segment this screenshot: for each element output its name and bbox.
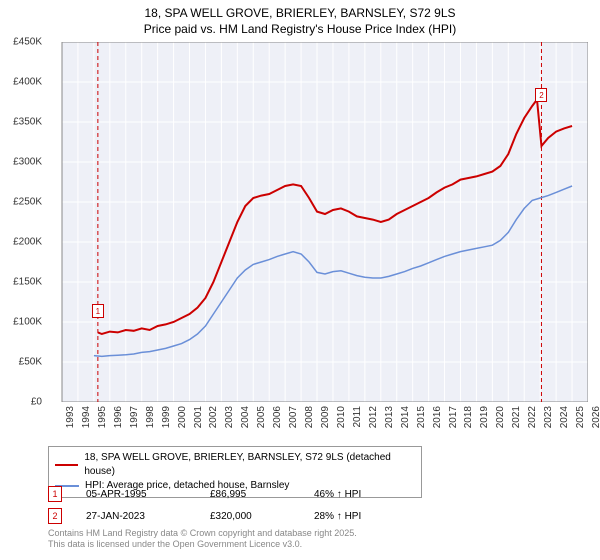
x-tick-label: 2008 <box>304 406 315 428</box>
x-tick-label: 1993 <box>65 406 76 428</box>
x-tick-label: 2017 <box>448 406 459 428</box>
chart-marker-1: 1 <box>92 304 104 318</box>
copyright-line2: This data is licensed under the Open Gov… <box>48 539 357 550</box>
sale-marker-2: 2 <box>48 508 62 524</box>
x-tick-label: 1996 <box>113 406 124 428</box>
x-tick-label: 2005 <box>256 406 267 428</box>
x-tick-label: 2018 <box>463 406 474 428</box>
title-line1: 18, SPA WELL GROVE, BRIERLEY, BARNSLEY, … <box>0 6 600 22</box>
chart-svg <box>48 42 588 402</box>
x-tick-label: 2020 <box>495 406 506 428</box>
legend-label: 18, SPA WELL GROVE, BRIERLEY, BARNSLEY, … <box>84 451 415 479</box>
x-tick-label: 2007 <box>288 406 299 428</box>
sale-price: £86,995 <box>210 489 290 500</box>
legend-swatch <box>55 464 78 466</box>
sale-hpi: 28% ↑ HPI <box>314 511 394 522</box>
x-tick-label: 2019 <box>479 406 490 428</box>
y-tick-label: £150K <box>13 277 42 288</box>
x-tick-label: 2000 <box>177 406 188 428</box>
x-tick-label: 2006 <box>272 406 283 428</box>
y-tick-label: £400K <box>13 77 42 88</box>
sale-table: 1 05-APR-1995 £86,995 46% ↑ HPI 2 27-JAN… <box>48 486 578 530</box>
x-tick-label: 1999 <box>161 406 172 428</box>
x-tick-label: 2011 <box>352 406 363 428</box>
x-tick-label: 2003 <box>224 406 235 428</box>
y-axis: £0£50K£100K£150K£200K£250K£300K£350K£400… <box>0 42 44 402</box>
sale-marker-1: 1 <box>48 486 62 502</box>
x-tick-label: 2009 <box>320 406 331 428</box>
y-tick-label: £350K <box>13 117 42 128</box>
x-tick-label: 2024 <box>559 406 570 428</box>
x-tick-label: 2002 <box>208 406 219 428</box>
x-tick-label: 2012 <box>368 406 379 428</box>
x-tick-label: 2022 <box>527 406 538 428</box>
sale-date: 05-APR-1995 <box>86 489 186 500</box>
chart-marker-2: 2 <box>535 88 547 102</box>
sale-row: 2 27-JAN-2023 £320,000 28% ↑ HPI <box>48 508 578 524</box>
x-tick-label: 2023 <box>543 406 554 428</box>
y-tick-label: £100K <box>13 317 42 328</box>
sale-price: £320,000 <box>210 511 290 522</box>
copyright-line1: Contains HM Land Registry data © Crown c… <box>48 528 357 539</box>
x-tick-label: 1994 <box>81 406 92 428</box>
x-tick-label: 1995 <box>97 406 108 428</box>
x-tick-label: 2014 <box>400 406 411 428</box>
chart-title: 18, SPA WELL GROVE, BRIERLEY, BARNSLEY, … <box>0 0 600 37</box>
y-tick-label: £450K <box>13 37 42 48</box>
y-tick-label: £200K <box>13 237 42 248</box>
y-tick-label: £300K <box>13 157 42 168</box>
sale-hpi: 46% ↑ HPI <box>314 489 394 500</box>
x-tick-label: 2021 <box>511 406 522 428</box>
x-tick-label: 2001 <box>193 406 204 428</box>
title-line2: Price paid vs. HM Land Registry's House … <box>0 22 600 38</box>
y-tick-label: £50K <box>19 357 42 368</box>
x-tick-label: 1997 <box>129 406 140 428</box>
y-tick-label: £0 <box>31 397 42 408</box>
chart-plot: 12 <box>48 42 588 402</box>
x-tick-label: 2016 <box>432 406 443 428</box>
x-tick-label: 2004 <box>240 406 251 428</box>
x-tick-label: 2010 <box>336 406 347 428</box>
sale-row: 1 05-APR-1995 £86,995 46% ↑ HPI <box>48 486 578 502</box>
sale-date: 27-JAN-2023 <box>86 511 186 522</box>
legend-item: 18, SPA WELL GROVE, BRIERLEY, BARNSLEY, … <box>55 451 415 479</box>
x-tick-label: 2013 <box>384 406 395 428</box>
x-axis: 1993 1994 1995 1996 1997 1998 1999 2000 2001 2002… <box>48 404 588 444</box>
x-tick-label: 1998 <box>145 406 156 428</box>
copyright: Contains HM Land Registry data © Crown c… <box>48 528 357 550</box>
x-tick-label: 2015 <box>416 406 427 428</box>
x-tick-label: 2026 <box>591 406 600 428</box>
y-tick-label: £250K <box>13 197 42 208</box>
x-tick-label: 2025 <box>575 406 586 428</box>
